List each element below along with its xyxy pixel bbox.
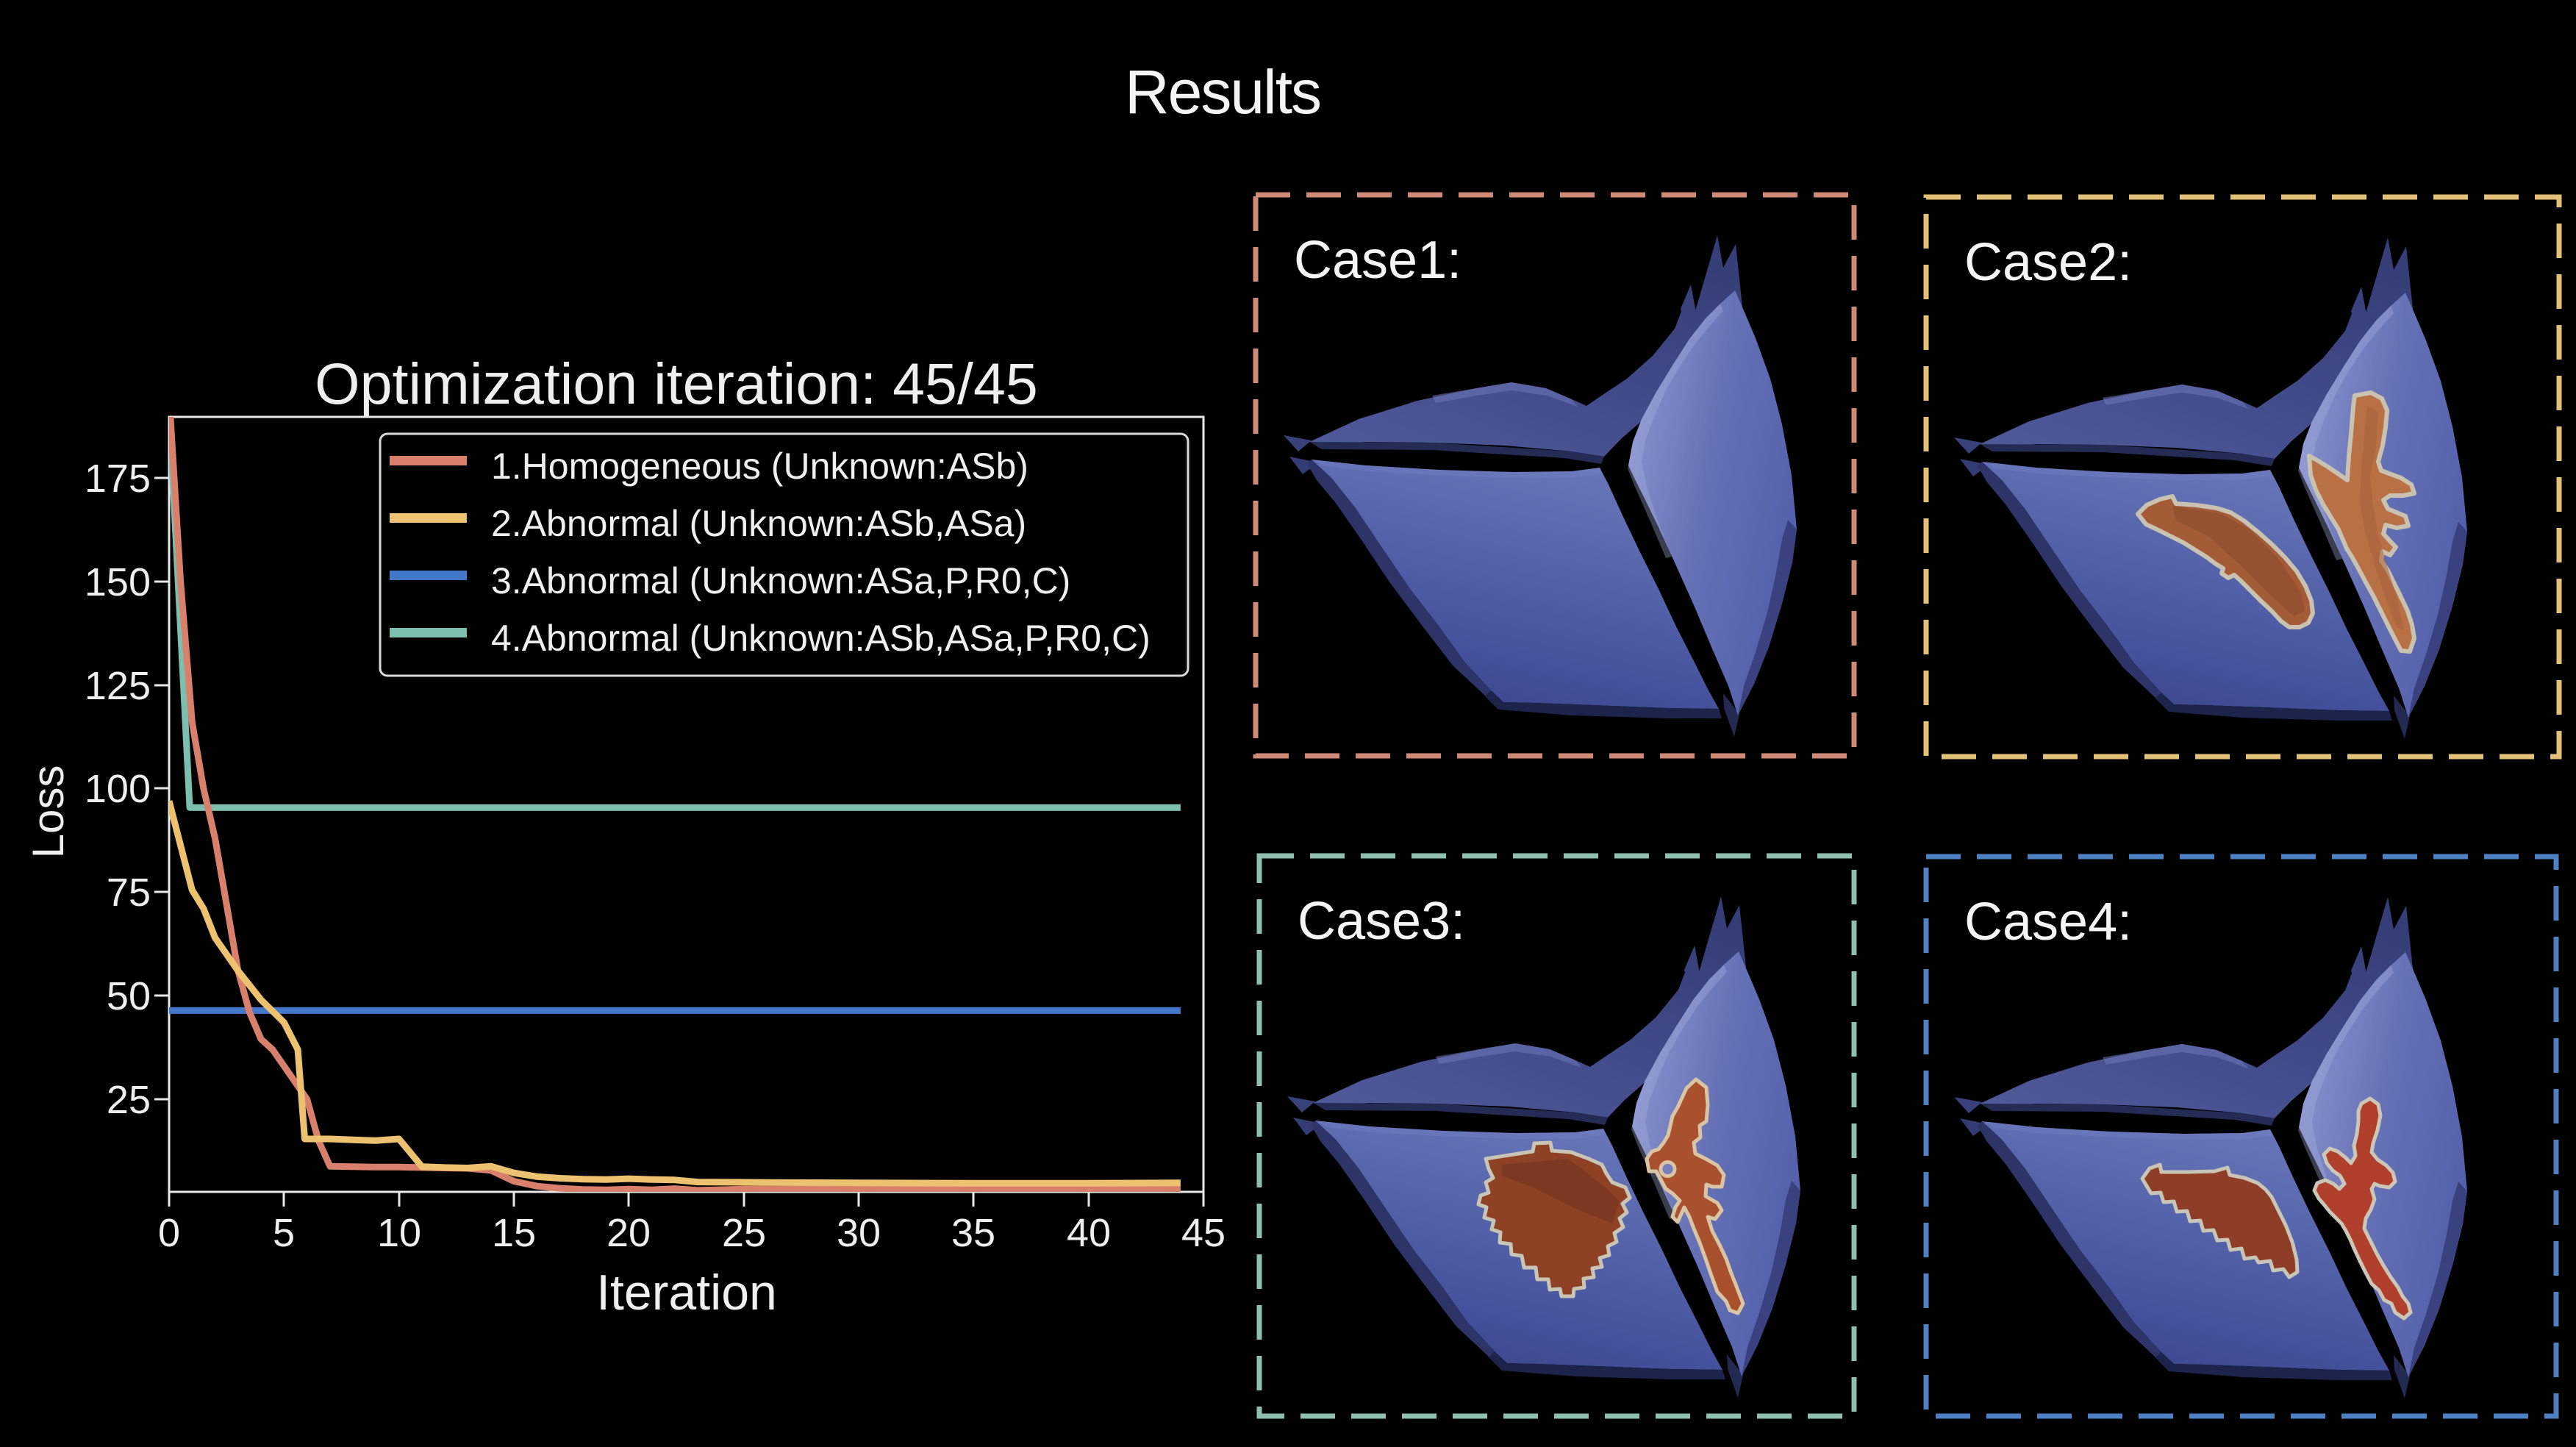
svg-text:50: 50: [107, 974, 151, 1018]
svg-text:5: 5: [273, 1211, 295, 1255]
svg-text:15: 15: [492, 1211, 536, 1255]
svg-text:Case4:: Case4:: [1964, 893, 2132, 951]
svg-text:20: 20: [607, 1211, 651, 1255]
svg-text:35: 35: [951, 1211, 995, 1255]
svg-text:3.Abnormal (Unknown:ASa,P,R0,C: 3.Abnormal (Unknown:ASa,P,R0,C): [491, 560, 1070, 601]
svg-text:25: 25: [722, 1211, 766, 1255]
svg-text:40: 40: [1067, 1211, 1111, 1255]
svg-text:Case3:: Case3:: [1298, 892, 1465, 951]
svg-text:Case1:: Case1:: [1294, 231, 1461, 290]
svg-text:Results: Results: [1125, 57, 1320, 126]
svg-text:4.Abnormal (Unknown:ASb,ASa,P,: 4.Abnormal (Unknown:ASb,ASa,P,R0,C): [491, 618, 1151, 659]
svg-text:25: 25: [107, 1078, 151, 1122]
svg-text:75: 75: [107, 871, 151, 915]
svg-text:Loss: Loss: [24, 765, 73, 859]
svg-text:125: 125: [85, 664, 151, 708]
svg-text:2.Abnormal (Unknown:ASb,ASa): 2.Abnormal (Unknown:ASb,ASa): [491, 503, 1026, 544]
svg-text:0: 0: [158, 1211, 180, 1255]
svg-text:150: 150: [85, 560, 151, 604]
svg-text:1.Homogeneous (Unknown:ASb): 1.Homogeneous (Unknown:ASb): [491, 446, 1028, 487]
svg-text:10: 10: [377, 1211, 421, 1255]
svg-text:Iteration: Iteration: [596, 1265, 777, 1321]
svg-text:Optimization iteration: 45/45: Optimization iteration: 45/45: [315, 351, 1038, 416]
svg-text:30: 30: [837, 1211, 881, 1255]
svg-text:100: 100: [85, 767, 151, 811]
svg-text:175: 175: [85, 457, 151, 501]
svg-text:Case2:: Case2:: [1964, 233, 2132, 292]
svg-text:45: 45: [1181, 1211, 1226, 1255]
